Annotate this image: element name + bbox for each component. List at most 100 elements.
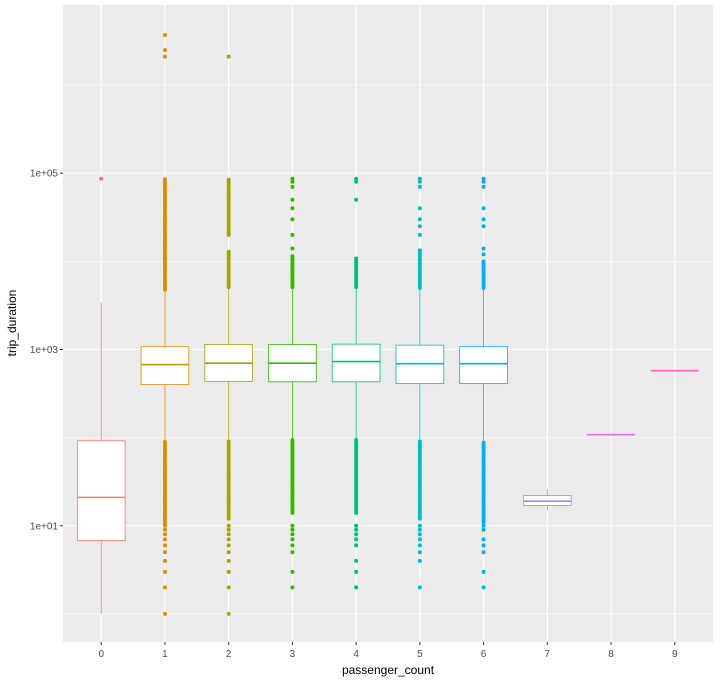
x-tick-label: 0 (98, 649, 104, 660)
outlier-point (482, 528, 486, 532)
y-tick-label: 1e+03 (30, 345, 59, 356)
outlier-point (418, 248, 422, 252)
outlier-point (227, 524, 231, 528)
outlier-point (163, 48, 167, 52)
outlier-point (227, 570, 231, 574)
outlier-point (482, 206, 486, 210)
outlier-point (354, 559, 358, 563)
x-tick-label: 9 (672, 649, 678, 660)
outlier-point (354, 585, 358, 589)
outlier-point (418, 206, 422, 210)
outlier-point (290, 185, 294, 189)
outlier-point (290, 585, 294, 589)
outlier-point (418, 180, 422, 184)
outlier-point (227, 543, 231, 547)
outlier-point (163, 33, 167, 37)
x-tick-label: 4 (353, 649, 359, 660)
outlier-point (290, 206, 294, 210)
outlier-point (227, 550, 231, 554)
outlier-point (482, 585, 486, 589)
outlier-point (227, 250, 231, 254)
outlier-point (418, 537, 422, 541)
outlier-point (227, 559, 231, 563)
outlier-point (482, 537, 486, 541)
outlier-point (482, 224, 486, 228)
x-tick-label: 3 (290, 649, 296, 660)
x-tick-label: 2 (226, 649, 232, 660)
outlier-point (290, 570, 294, 574)
outlier-point (482, 180, 486, 184)
outlier-point (418, 440, 422, 444)
outlier-point (227, 537, 231, 541)
outlier-point (418, 528, 422, 532)
outlier-point (482, 185, 486, 189)
box-6 (460, 347, 508, 384)
outlier-point (227, 178, 231, 182)
x-tick-label: 6 (481, 649, 487, 660)
outlier-point (227, 612, 231, 616)
plot-panel (63, 5, 713, 642)
outlier-point (163, 55, 167, 59)
outlier-point (354, 256, 358, 260)
y-tick-label: 1e+01 (30, 521, 59, 532)
x-axis-title: passenger_count (342, 663, 435, 677)
outlier-point (227, 585, 231, 589)
outlier-point (354, 198, 358, 202)
outlier-point (482, 524, 486, 528)
outlier-point (482, 550, 486, 554)
outlier-point (227, 532, 231, 536)
outlier-point (163, 532, 167, 536)
outlier-point (163, 543, 167, 547)
outlier-point (482, 570, 486, 574)
outlier-point (290, 543, 294, 547)
outlier-point (227, 55, 231, 59)
outlier-point (290, 528, 294, 532)
outlier-point (354, 570, 358, 574)
outlier-point (227, 528, 231, 532)
outlier-point (290, 438, 294, 442)
outlier-point (482, 259, 486, 263)
outlier-point (290, 180, 294, 184)
outlier-point (482, 543, 486, 547)
box-1 (141, 347, 189, 385)
outlier-point (163, 559, 167, 563)
outlier-point (418, 233, 422, 237)
outlier-point (163, 440, 167, 444)
y-tick-label: 1e+05 (30, 169, 59, 180)
x-tick-label: 8 (608, 649, 614, 660)
box-0 (77, 441, 125, 541)
x-tick-label: 7 (545, 649, 551, 660)
box-4 (332, 344, 380, 382)
outlier-point (227, 440, 231, 444)
outlier-point (290, 532, 294, 536)
outlier-point (418, 224, 422, 228)
outlier-point (99, 177, 103, 181)
outlier-point (163, 570, 167, 574)
outlier-point (290, 524, 294, 528)
outlier-point (163, 528, 167, 532)
outlier-point (354, 543, 358, 547)
outlier-point (482, 246, 486, 250)
outlier-point (354, 537, 358, 541)
y-axis-title: trip_duration (5, 290, 19, 357)
outlier-point (482, 441, 486, 445)
outlier-point (290, 233, 294, 237)
outlier-point (354, 180, 358, 184)
outlier-point (163, 537, 167, 541)
outlier-point (290, 537, 294, 541)
outlier-point (418, 185, 422, 189)
outlier-point (418, 585, 422, 589)
outlier-point (290, 550, 294, 554)
x-tick-label: 1 (162, 649, 168, 660)
x-axis: 0 1 2 3 4 5 6 7 8 9 (98, 642, 678, 660)
outlier-point (354, 524, 358, 528)
outlier-point (354, 528, 358, 532)
outlier-point (418, 559, 422, 563)
x-tick-label: 5 (417, 649, 423, 660)
outlier-point (418, 550, 422, 554)
outlier-point (290, 246, 294, 250)
outlier-point (163, 585, 167, 589)
outlier-point (290, 254, 294, 258)
outlier-point (482, 217, 486, 221)
